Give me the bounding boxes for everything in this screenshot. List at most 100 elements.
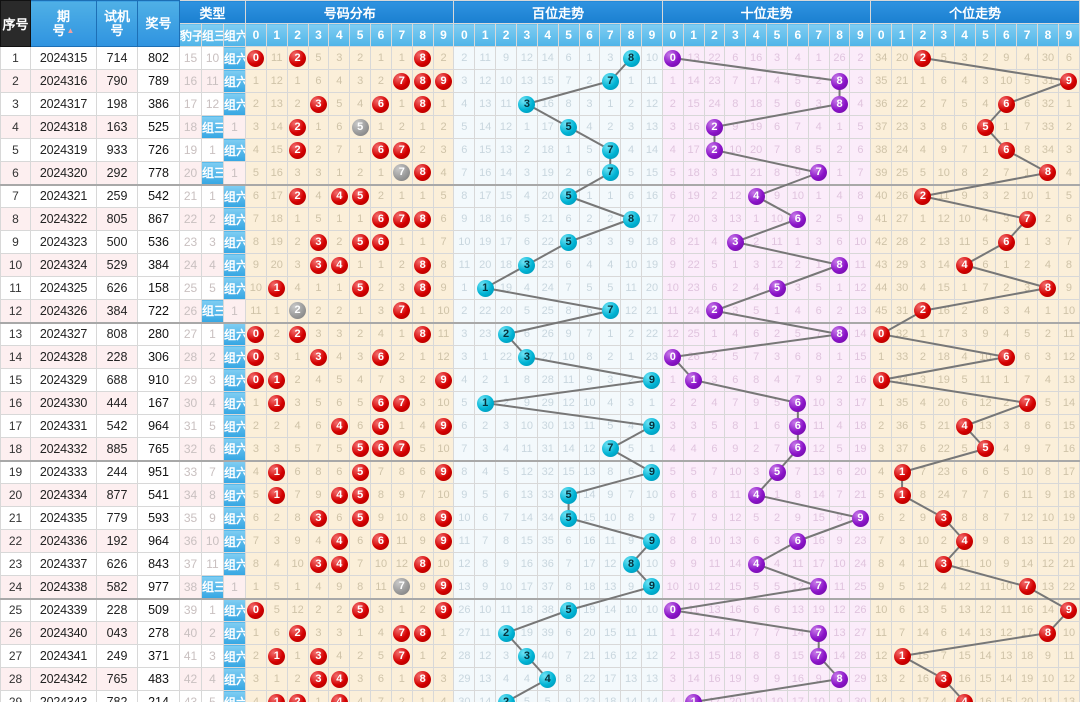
shi-cell-2[interactable]: 3 <box>703 368 726 392</box>
ge-cell-2[interactable]: 13 <box>912 597 934 622</box>
ge-cell-4[interactable]: 4 <box>953 345 976 369</box>
ge-cell-7[interactable]: 6 <box>1016 345 1039 369</box>
ge-cell-9[interactable]: 13 <box>1057 690 1080 702</box>
dist-cell-8[interactable]: 8 <box>411 92 434 116</box>
dist-cell-3[interactable]: 2 <box>307 597 330 622</box>
dist-cell-5[interactable]: 5 <box>349 276 372 300</box>
ge-cell-4[interactable]: 5 <box>953 92 976 116</box>
dist-cell-9[interactable]: 4 <box>432 690 455 702</box>
bai-cell-5[interactable]: 6 <box>557 621 580 645</box>
shi-cell-6[interactable]: 15 <box>786 644 809 668</box>
ge-cell-0[interactable]: 38 <box>870 138 893 162</box>
dist-cell-4[interactable]: 4 <box>328 253 351 277</box>
dist-cell-9[interactable]: 3 <box>432 667 455 691</box>
shi-cell-7[interactable]: 13 <box>807 459 830 484</box>
dist-cell-8[interactable]: 1 <box>411 183 434 208</box>
ge-cell-5[interactable]: 2 <box>974 46 997 70</box>
bai-cell-6[interactable]: 21 <box>578 644 601 668</box>
shi-cell-6[interactable]: 1 <box>786 230 809 254</box>
dist-cell-6[interactable]: 6 <box>370 437 392 461</box>
dist-cell-8[interactable]: 5 <box>411 437 434 461</box>
shi-cell-1[interactable]: 8 <box>682 529 705 553</box>
dist-cell-9[interactable]: 9 <box>432 506 455 530</box>
ge-cell-3[interactable]: 24 <box>932 483 955 507</box>
shi-cell-3[interactable]: 9 <box>724 437 747 461</box>
bai-cell-4[interactable]: 26 <box>536 321 559 346</box>
shi-cell-2[interactable]: 16 <box>703 667 726 691</box>
bai-cell-2[interactable]: 2 <box>495 321 517 346</box>
bai-cell-5[interactable]: 11 <box>557 368 580 392</box>
shi-cell-5[interactable]: 8 <box>766 161 788 185</box>
dist-cell-5[interactable]: 5 <box>349 459 372 484</box>
bai-cell-3[interactable]: 12 <box>515 459 538 484</box>
shi-cell-3[interactable]: 12 <box>724 183 747 208</box>
shi-cell-5[interactable]: 4 <box>766 69 788 93</box>
bai-cell-6[interactable]: 11 <box>578 414 601 438</box>
shi-cell-0[interactable]: 10 <box>661 276 684 300</box>
shi-cell-8[interactable]: 13 <box>828 621 851 645</box>
bai-cell-3[interactable]: 13 <box>515 69 538 93</box>
table-row[interactable]: 2220243361929643610组六7394466119911781535… <box>0 529 1080 553</box>
ge-cell-7[interactable]: 8 <box>1016 138 1039 162</box>
dist-cell-9[interactable]: 2 <box>432 46 455 70</box>
ge-cell-3[interactable]: 2 <box>932 529 955 553</box>
row-issue-number[interactable]: 2024335 <box>30 506 97 530</box>
shi-cell-9[interactable]: 10 <box>849 230 872 254</box>
bai-cell-5[interactable]: 5 <box>557 597 580 622</box>
ge-cell-5[interactable]: 5 <box>974 437 997 461</box>
dist-cell-1[interactable]: 4 <box>265 552 288 576</box>
ge-cell-6[interactable]: 10 <box>995 575 1018 599</box>
dist-cell-6[interactable]: 1 <box>370 161 392 185</box>
ge-cell-3[interactable]: 18 <box>932 345 955 369</box>
dist-cell-5[interactable]: 5 <box>349 483 372 507</box>
dist-cell-1[interactable]: 1 <box>265 667 288 691</box>
col-header-shi-8[interactable]: 8 <box>828 23 851 47</box>
shi-cell-0[interactable]: 6 <box>661 483 684 507</box>
shi-cell-5[interactable]: 7 <box>766 437 788 461</box>
dist-cell-3[interactable]: 6 <box>307 414 330 438</box>
bai-cell-3[interactable]: 4 <box>515 183 538 208</box>
shi-cell-2[interactable]: 3 <box>703 161 726 185</box>
dist-cell-2[interactable]: 2 <box>286 690 309 702</box>
shi-cell-9[interactable]: 7 <box>849 161 872 185</box>
bai-cell-8[interactable]: 1 <box>620 345 643 369</box>
shi-cell-2[interactable]: 5 <box>703 414 726 438</box>
bai-cell-7[interactable]: 15 <box>599 621 622 645</box>
dist-cell-9[interactable]: 11 <box>432 321 455 346</box>
ge-cell-4[interactable]: 3 <box>953 46 976 70</box>
ge-cell-4[interactable]: 9 <box>953 183 976 208</box>
dist-cell-0[interactable]: 0 <box>245 368 267 392</box>
dist-cell-7[interactable]: 7 <box>390 437 413 461</box>
bai-cell-6[interactable]: 3 <box>578 92 601 116</box>
shi-cell-3[interactable]: 8 <box>724 92 747 116</box>
bai-cell-3[interactable]: 8 <box>515 368 538 392</box>
dist-cell-5[interactable]: 3 <box>349 69 372 93</box>
ge-cell-0[interactable]: 6 <box>870 506 893 530</box>
bai-cell-0[interactable]: 5 <box>453 115 476 139</box>
bai-cell-8[interactable]: 11 <box>620 276 643 300</box>
ge-cell-3[interactable]: 21 <box>932 414 955 438</box>
ge-cell-6[interactable]: 10 <box>995 69 1018 93</box>
ge-cell-0[interactable]: 40 <box>870 183 893 208</box>
dist-cell-1[interactable]: 1 <box>265 690 288 702</box>
ge-cell-2[interactable]: 12 <box>912 575 934 599</box>
bai-cell-1[interactable]: 3 <box>474 437 497 461</box>
bai-cell-3[interactable]: 18 <box>515 597 538 622</box>
dist-cell-7[interactable]: 2 <box>390 345 413 369</box>
ge-cell-9[interactable]: 10 <box>1057 299 1080 323</box>
shi-cell-6[interactable]: 7 <box>786 368 809 392</box>
bai-cell-5[interactable]: 8 <box>557 575 580 599</box>
bai-cell-5[interactable]: 7 <box>557 276 580 300</box>
dist-cell-4[interactable]: 2 <box>328 597 351 622</box>
bai-cell-5[interactable]: 6 <box>557 46 580 70</box>
shi-cell-1[interactable]: 22 <box>682 253 705 277</box>
dist-cell-0[interactable]: 0 <box>245 46 267 70</box>
ge-cell-1[interactable]: 2 <box>891 667 913 691</box>
bai-cell-6[interactable]: 5 <box>578 138 601 162</box>
ge-cell-5[interactable]: 5 <box>974 115 997 139</box>
dist-cell-4[interactable]: 1 <box>328 161 351 185</box>
dist-cell-2[interactable]: 3 <box>286 161 309 185</box>
dist-cell-6[interactable]: 2 <box>370 69 392 93</box>
shi-cell-1[interactable]: 2 <box>682 391 705 415</box>
ge-cell-8[interactable]: 1 <box>1037 183 1059 208</box>
